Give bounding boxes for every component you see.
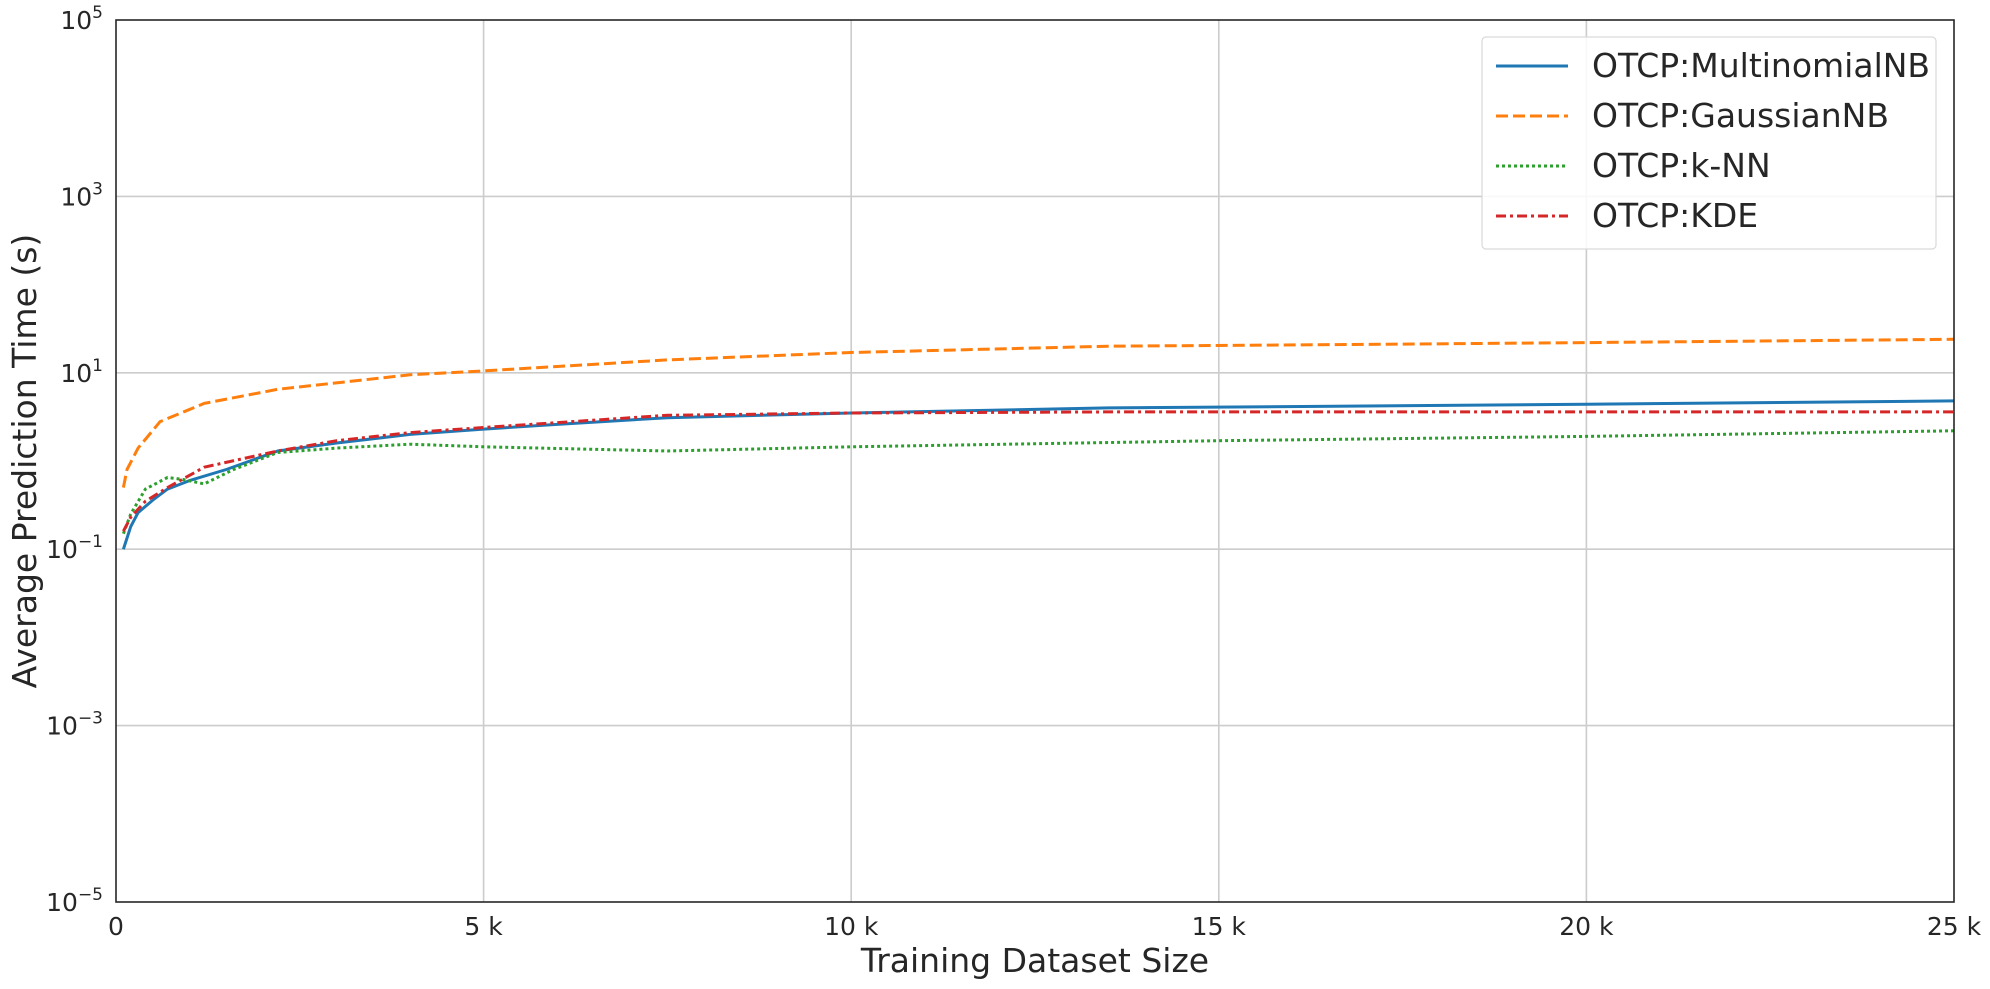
- series-line-otcp-k-nn: [121, 429, 1955, 535]
- y-tick-base: 10: [46, 888, 78, 917]
- legend-label: OTCP:k-NN: [1592, 146, 1771, 185]
- legend-label: OTCP:MultinomialNB: [1592, 46, 1930, 85]
- y-tick-exponent: 1: [92, 356, 103, 376]
- y-tick-exponent: −1: [78, 532, 103, 552]
- y-tick-exponent: −3: [78, 709, 103, 729]
- y-tick-base: 10: [60, 359, 92, 388]
- legend: OTCP:MultinomialNB OTCP:GaussianNB OTCP:k-…: [1481, 36, 1937, 250]
- x-tick-label: 25 k: [1927, 912, 1982, 941]
- y-tick-base: 10: [46, 712, 78, 741]
- y-tick-label: 105: [60, 3, 103, 35]
- y-tick-label: 10−5: [46, 885, 103, 917]
- y-tick-label: 101: [60, 356, 103, 388]
- y-tick-exponent: 3: [92, 179, 103, 199]
- y-tick-label: 103: [60, 179, 103, 211]
- y-tick-base: 10: [60, 6, 92, 35]
- legend-box: [1481, 36, 1937, 250]
- y-tick-exponent: 5: [92, 3, 103, 23]
- y-tick-label: 10−3: [46, 709, 103, 741]
- series-line-otcp-kde: [122, 410, 1954, 532]
- x-tick-label: 5 k: [464, 912, 503, 941]
- x-tick-label: 0: [108, 912, 124, 941]
- y-axis-label: Average Prediction Time (s): [5, 234, 44, 689]
- x-axis-label: Training Dataset Size: [860, 941, 1209, 980]
- legend-label: OTCP:KDE: [1592, 196, 1758, 235]
- x-tick-labels: 0 5 k 10 k 15 k 20 k 25 k: [108, 912, 1982, 941]
- y-tick-base: 10: [46, 535, 78, 564]
- y-tick-base: 10: [60, 182, 92, 211]
- y-tick-label: 10−1: [46, 532, 103, 564]
- series-line-otcp-gaussiannb: [121, 337, 1955, 488]
- plot-frame: [115, 19, 1955, 903]
- series-lines: [121, 337, 1955, 550]
- y-tick-exponent: −5: [78, 885, 103, 905]
- legend-label: OTCP:GaussianNB: [1592, 96, 1889, 135]
- series-line-otcp-multinomialnb: [121, 399, 1955, 550]
- x-tick-label: 15 k: [1192, 912, 1247, 941]
- x-tick-label: 10 k: [824, 912, 879, 941]
- x-tick-label: 20 k: [1559, 912, 1614, 941]
